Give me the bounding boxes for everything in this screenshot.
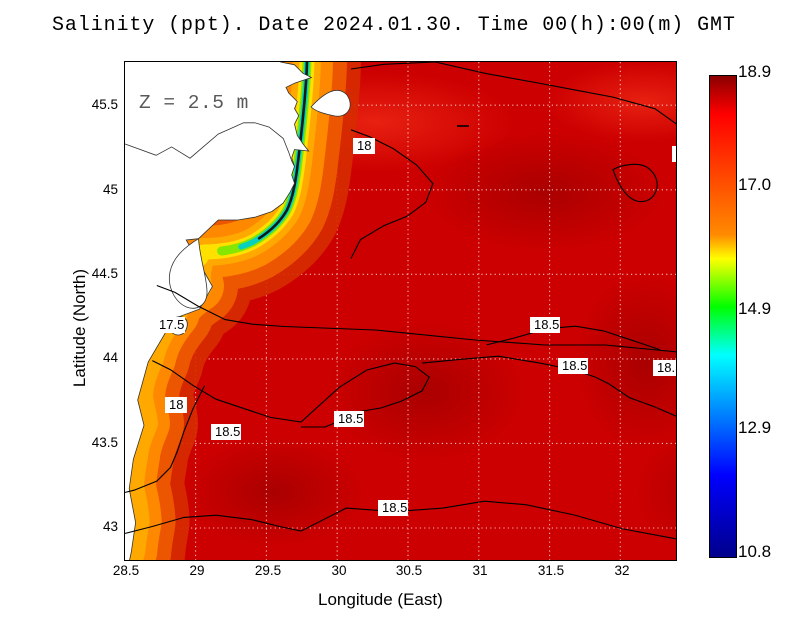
svg-text:18.5: 18.5: [215, 424, 240, 439]
svg-text:18: 18: [169, 397, 183, 412]
svg-text:18.5: 18.5: [534, 317, 559, 332]
svg-text:18.5: 18.5: [338, 411, 363, 426]
svg-text:18: 18: [357, 138, 371, 153]
svg-text:18.5: 18.5: [657, 360, 677, 375]
svg-text:18: 18: [676, 146, 677, 161]
svg-text:18.5: 18.5: [562, 358, 587, 373]
svg-text:18.5: 18.5: [382, 500, 407, 515]
svg-text:Z = 2.5 m: Z = 2.5 m: [139, 92, 249, 114]
svg-text:17.5: 17.5: [159, 317, 184, 332]
